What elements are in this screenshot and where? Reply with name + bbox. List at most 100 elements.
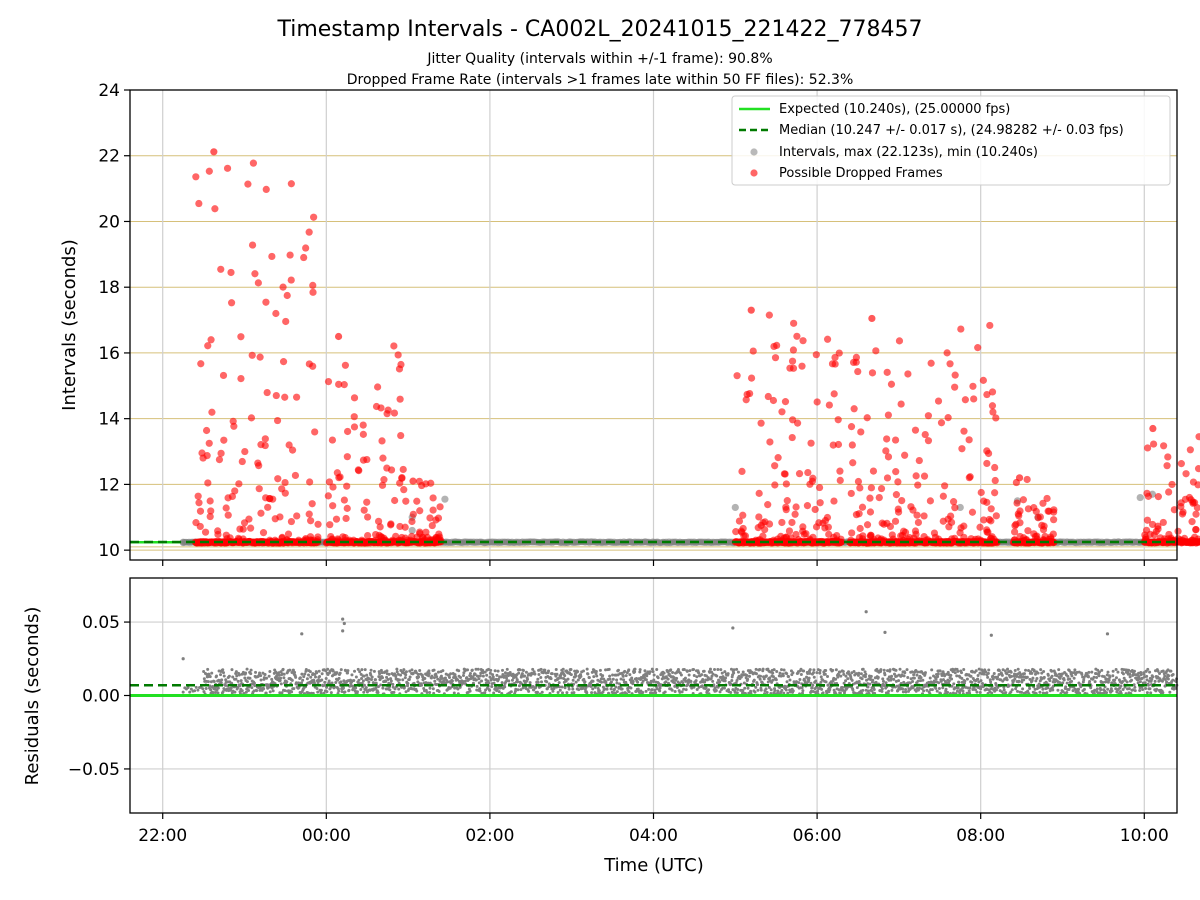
dropped-frame-point	[286, 251, 294, 259]
residual-point	[363, 668, 367, 672]
residual-point	[450, 679, 454, 683]
dropped-frame-point	[804, 468, 812, 477]
dropped-frame-point	[937, 419, 946, 427]
residual-point	[802, 669, 806, 673]
dropped-frame-point	[1186, 446, 1194, 454]
residual-point	[245, 667, 249, 671]
residual-point	[989, 680, 993, 684]
interval-point	[541, 539, 549, 546]
residual-point	[545, 680, 549, 684]
residual-point	[389, 679, 393, 683]
dropped-frame-point	[261, 441, 269, 450]
residual-point	[534, 686, 538, 690]
dropped-frame-point	[910, 534, 918, 542]
interval-point	[1074, 538, 1082, 546]
residual-point	[798, 678, 802, 682]
residual-point	[221, 671, 225, 675]
dropped-frame-point	[771, 462, 779, 470]
residual-point	[591, 687, 595, 691]
residual-point	[401, 678, 405, 682]
residual-point	[743, 686, 747, 690]
dropped-frame-point	[897, 400, 905, 408]
residual-point	[526, 677, 530, 681]
dropped-frame-point	[939, 492, 947, 500]
residual-point	[279, 682, 283, 686]
dropped-frame-point	[992, 414, 1000, 422]
residual-point	[656, 676, 660, 680]
dropped-frame-point	[359, 421, 367, 429]
dropped-frame-point	[852, 353, 860, 362]
dropped-frame-point	[836, 467, 844, 475]
dropped-frame-point	[738, 467, 746, 476]
residual-point	[987, 668, 991, 672]
residual-point	[470, 668, 474, 672]
dropped-frame-point	[288, 446, 297, 454]
interval-point	[725, 538, 733, 546]
residual-point	[611, 677, 615, 681]
dropped-frame-point	[950, 498, 958, 506]
interval-point	[628, 538, 636, 546]
dropped-frame-point	[409, 510, 417, 518]
residual-point	[539, 667, 543, 671]
dropped-frame-point	[888, 531, 896, 539]
residual-point	[574, 680, 578, 684]
dropped-frame-point	[793, 419, 802, 427]
residual-point	[882, 668, 886, 672]
dropped-frame-point	[235, 480, 243, 488]
residual-point	[540, 680, 544, 684]
residual-point	[724, 676, 728, 680]
dropped-frame-point	[262, 298, 270, 306]
interval-point	[532, 538, 539, 546]
residual-point	[343, 690, 347, 694]
residual-point	[247, 688, 251, 692]
interval-point	[531, 538, 538, 546]
dropped-frame-point	[911, 426, 920, 434]
dropped-frame-point	[1192, 510, 1200, 518]
dropped-frame-point	[333, 469, 341, 477]
residual-point	[222, 674, 226, 678]
dropped-frame-point	[883, 368, 891, 376]
interval-point	[601, 538, 609, 546]
residual-point	[250, 686, 254, 690]
residual-point	[417, 675, 421, 679]
dropped-frame-point	[799, 337, 807, 345]
interval-point	[529, 538, 537, 546]
interval-point	[626, 538, 634, 546]
residual-point	[820, 687, 824, 691]
dropped-frame-point	[249, 159, 258, 167]
residual-point	[818, 669, 822, 673]
residual-point	[775, 669, 779, 673]
residual-point	[577, 688, 581, 692]
residual-point	[782, 668, 786, 672]
residual-point	[711, 679, 715, 683]
dropped-frame-point	[787, 534, 795, 542]
residual-point	[778, 671, 782, 675]
residual-point	[960, 671, 964, 675]
residual-point	[894, 668, 898, 672]
residual-point	[631, 680, 635, 684]
residual-point	[916, 670, 920, 674]
interval-point	[697, 538, 704, 546]
dropped-frame-point	[202, 426, 211, 435]
dropped-frame-point	[907, 503, 915, 511]
dropped-frame-point	[1013, 499, 1021, 507]
dropped-frame-point	[924, 412, 932, 420]
residual-point	[359, 688, 363, 692]
residual-point	[812, 668, 816, 672]
residual-point	[654, 691, 658, 695]
residual-point	[997, 668, 1001, 672]
y-tick-label-intervals: 18	[98, 278, 120, 298]
dropped-frame-point	[274, 475, 282, 483]
dropped-frame-point	[892, 491, 900, 499]
residual-point	[949, 673, 953, 677]
interval-point	[684, 539, 692, 546]
dropped-frame-point	[387, 520, 395, 528]
residual-point	[367, 680, 371, 684]
residual-point	[507, 679, 511, 683]
residual-point	[461, 673, 465, 677]
dropped-frame-point	[764, 392, 772, 401]
interval-point	[1118, 538, 1125, 546]
dropped-frame-point	[244, 180, 252, 188]
dropped-frame-point	[901, 451, 909, 459]
residual-point	[1021, 687, 1025, 691]
